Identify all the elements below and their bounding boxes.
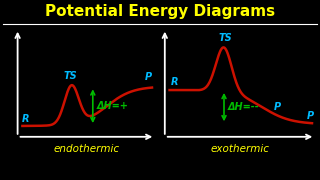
Text: R: R [171, 77, 178, 87]
Text: Potential Energy Diagrams: Potential Energy Diagrams [45, 4, 275, 19]
Text: P: P [307, 111, 314, 121]
Text: R: R [22, 114, 29, 124]
Text: TS: TS [63, 71, 77, 81]
Text: ΔH=--: ΔH=-- [228, 102, 260, 112]
Text: P: P [145, 72, 152, 82]
Text: exothermic: exothermic [211, 144, 269, 154]
Text: endothermic: endothermic [53, 144, 119, 154]
Text: P: P [274, 102, 281, 112]
Text: ΔH=+: ΔH=+ [97, 101, 129, 111]
Text: TS: TS [218, 33, 232, 43]
